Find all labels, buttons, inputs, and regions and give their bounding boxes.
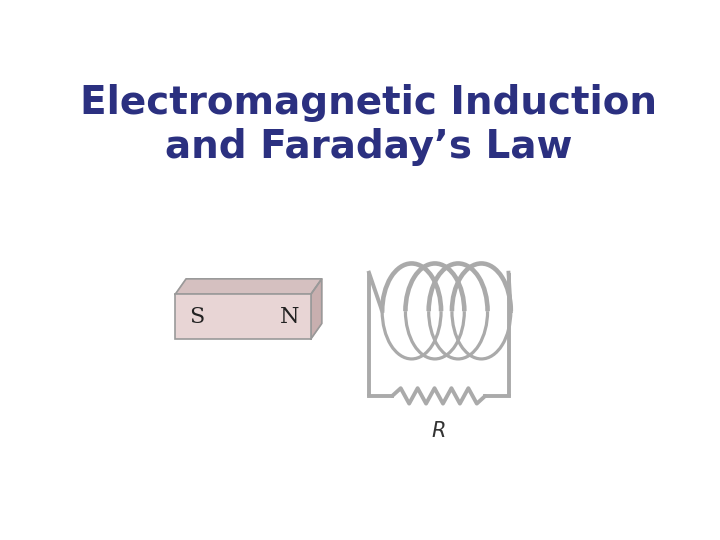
Text: Electromagnetic Induction
and Faraday’s Law: Electromagnetic Induction and Faraday’s …	[81, 84, 657, 166]
Text: S: S	[189, 306, 204, 328]
Text: $R$: $R$	[431, 421, 446, 441]
Polygon shape	[311, 279, 322, 339]
Polygon shape	[175, 279, 322, 294]
Polygon shape	[175, 294, 311, 339]
Text: N: N	[279, 306, 299, 328]
